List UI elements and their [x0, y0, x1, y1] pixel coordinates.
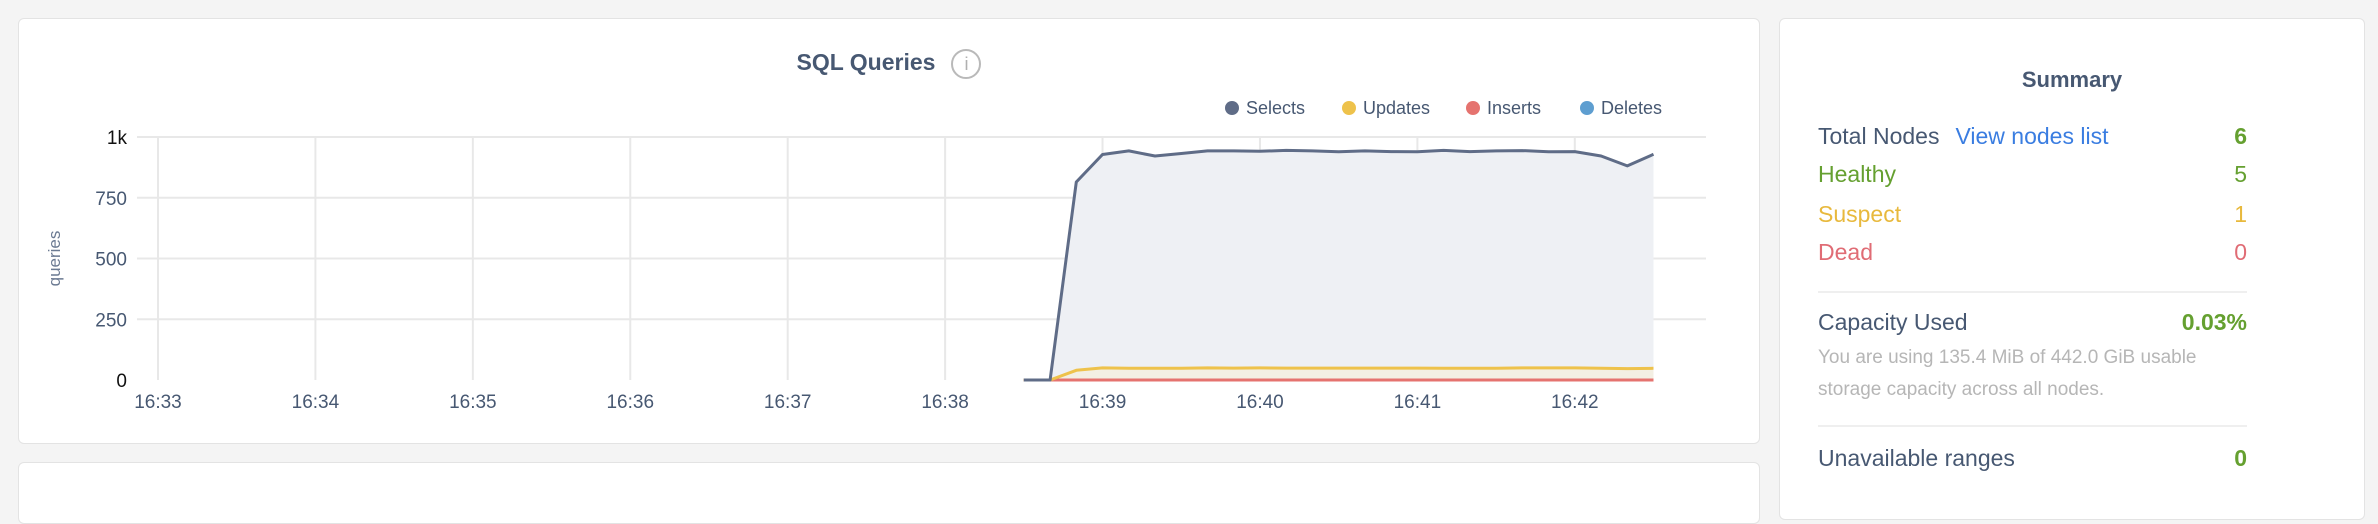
- healthy-value: 5: [2234, 161, 2247, 187]
- x-tick-label: 16:34: [292, 392, 340, 413]
- x-tick-label: 16:42: [1551, 392, 1599, 413]
- healthy-label: Healthy: [1818, 161, 1896, 187]
- suspect-value: 1: [2234, 201, 2247, 227]
- legend-swatch-inserts: [1466, 101, 1480, 115]
- y-tick-label: 1k: [107, 128, 128, 149]
- y-tick-label: 250: [95, 310, 127, 331]
- total-nodes-value: 6: [2234, 123, 2247, 149]
- legend-label-inserts: Inserts: [1487, 98, 1541, 118]
- series-line-updates: [1023, 366, 1654, 382]
- unavailable-ranges-label: Unavailable ranges: [1818, 445, 2015, 471]
- info-circle-icon[interactable]: i: [951, 49, 982, 79]
- x-tick-label: 16:36: [606, 392, 654, 413]
- x-tick-label: 16:40: [1236, 392, 1284, 413]
- chart-title: SQL Queries i: [19, 49, 1759, 79]
- chart-title-text: SQL Queries: [796, 49, 936, 76]
- capacity-label: Capacity Used: [1818, 309, 1968, 335]
- legend-label-selects: Selects: [1246, 98, 1305, 118]
- legend-label-updates: Updates: [1363, 98, 1430, 118]
- divider: [1818, 425, 2247, 427]
- lower-card: [18, 462, 1760, 524]
- dead-label: Dead: [1818, 239, 1873, 265]
- sql-queries-chart: 0 250 500 750 1k 16:33 16:34 16:35 16:36 16:37 16:…: [45, 98, 1706, 413]
- series-line-selects: [1023, 148, 1655, 382]
- y-tick-label: 750: [95, 189, 127, 210]
- capacity-description: You are using 135.4 MiB of 442.0 GiB usa…: [1818, 347, 2197, 400]
- x-tick-label: 16:41: [1394, 392, 1442, 413]
- capacity-value: 0.03%: [2181, 309, 2247, 335]
- legend-swatch-deletes: [1580, 101, 1594, 115]
- x-tick-label: 16:37: [764, 392, 812, 413]
- view-nodes-list-link[interactable]: View nodes list: [1955, 123, 2109, 149]
- x-tick-label: 16:35: [449, 392, 497, 413]
- unavailable-ranges-row: Unavailable ranges 0: [1818, 445, 2247, 472]
- series-area-selects: [1023, 150, 1654, 380]
- legend-label-deletes: Deletes: [1601, 98, 1662, 118]
- unavailable-ranges-value: 0: [2234, 445, 2247, 471]
- total-nodes-row: Total Nodes View nodes list 6: [1818, 123, 2247, 150]
- legend-swatch-selects: [1225, 101, 1239, 115]
- capacity-row: Capacity Used 0.03%: [1818, 309, 2247, 336]
- x-tick-label: 16:38: [921, 392, 969, 413]
- y-axis-label: queries: [45, 231, 64, 287]
- divider: [1818, 291, 2247, 293]
- series-area-updates: [1023, 367, 1654, 380]
- legend-swatch-updates: [1342, 101, 1356, 115]
- x-tick-label: 16:33: [134, 392, 182, 413]
- y-tick-label: 500: [95, 250, 127, 271]
- y-tick-label: 0: [116, 371, 127, 392]
- total-nodes-label: Total Nodes: [1818, 123, 1940, 149]
- summary-card: Summary Total Nodes View nodes list 6 Hea…: [1779, 18, 2365, 520]
- summary-title: Summary: [2021, 67, 2123, 92]
- suspect-label: Suspect: [1818, 201, 1902, 227]
- x-tick-label: 16:39: [1079, 392, 1127, 413]
- suspect-row: Suspect 1: [1818, 201, 2247, 228]
- dead-value: 0: [2234, 239, 2247, 265]
- dead-row: Dead 0: [1818, 239, 2247, 266]
- healthy-row: Healthy 5: [1818, 161, 2247, 188]
